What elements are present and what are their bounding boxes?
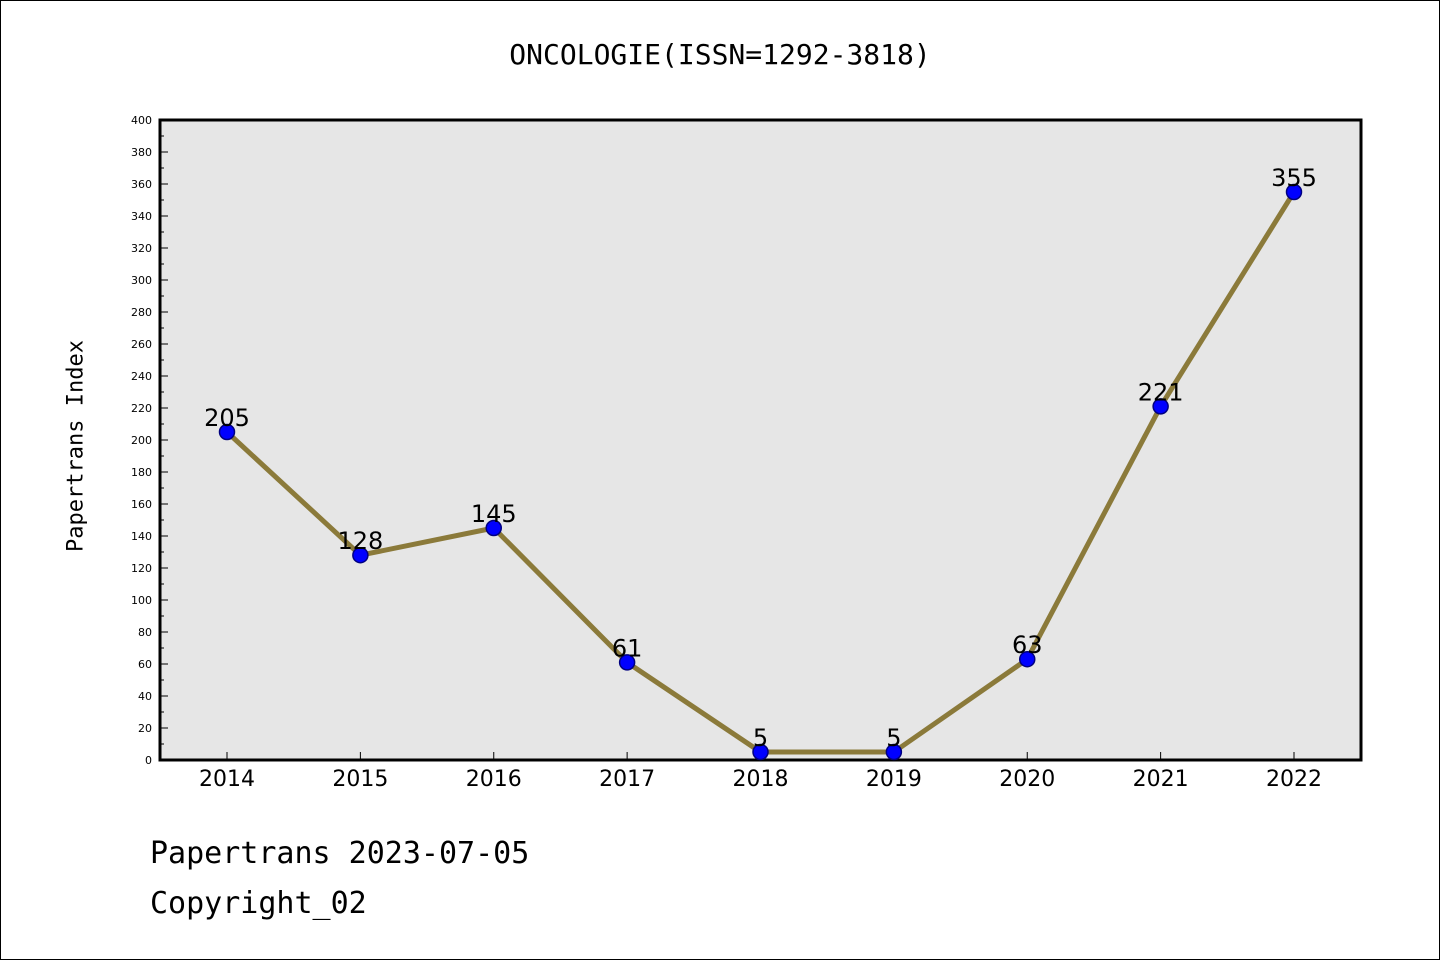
data-label: 5	[753, 724, 768, 752]
data-label: 221	[1138, 378, 1184, 406]
y-tick-label: 40	[138, 690, 152, 703]
data-label: 145	[471, 500, 517, 528]
data-point	[885, 743, 903, 761]
x-tick-label: 2018	[733, 767, 789, 792]
data-point	[1152, 398, 1169, 415]
y-tick-label: 20	[138, 722, 152, 735]
data-point	[1285, 183, 1303, 201]
data-point	[218, 423, 236, 441]
y-axis: 0 20 40 60 80 100 120 140 160 180 200 220 240 260 280 3…	[131, 114, 168, 767]
y-tick-label: 340	[131, 210, 152, 223]
data-point	[1019, 650, 1036, 668]
x-tick-label: 2016	[466, 767, 522, 792]
data-label: 128	[337, 527, 383, 555]
y-tick-label: 260	[131, 338, 152, 351]
x-tick-label: 2017	[599, 767, 655, 792]
x-tick-label: 2021	[1133, 767, 1189, 792]
y-tick-label: 220	[131, 402, 152, 415]
y-tick-label: 380	[131, 146, 152, 159]
footer-copyright: Copyright_02	[150, 886, 367, 921]
data-point	[752, 743, 769, 761]
data-label: 355	[1271, 164, 1317, 192]
y-tick-label: 180	[131, 466, 152, 479]
data-point	[618, 654, 636, 671]
x-tick-label: 2015	[332, 767, 388, 792]
data-labels: 205 128 145 61 5 5 63 221 355	[204, 164, 1317, 752]
data-label: 61	[612, 634, 643, 662]
chart-title: ONCOLOGIE(ISSN=1292-3818)	[509, 38, 931, 71]
y-tick-label: 200	[131, 434, 152, 447]
data-point	[485, 519, 502, 537]
x-tick-label: 2020	[999, 767, 1055, 792]
data-label: 63	[1012, 631, 1043, 659]
x-tick-label: 2019	[866, 767, 922, 792]
y-tick-label: 0	[145, 754, 152, 767]
y-tick-label: 300	[131, 274, 152, 287]
y-tick-label: 240	[131, 370, 152, 383]
data-label: 5	[886, 724, 901, 752]
x-tick-label: 2022	[1266, 767, 1322, 792]
x-tick-label: 2014	[199, 767, 255, 792]
y-tick-label: 120	[131, 562, 152, 575]
y-tick-label: 80	[138, 626, 152, 639]
y-tick-label: 280	[131, 306, 152, 319]
series-papertrans-index	[218, 183, 1303, 761]
y-tick-label: 140	[131, 530, 152, 543]
x-axis: 2014 2015 2016 2017 2018 2019 2020 2021 2022	[199, 752, 1322, 792]
data-point	[352, 546, 369, 564]
data-label: 205	[204, 404, 250, 432]
plot-area	[158, 118, 1363, 762]
y-tick-label: 360	[131, 178, 152, 191]
footer-date: Papertrans 2023-07-05	[150, 836, 530, 871]
y-tick-label: 100	[131, 594, 152, 607]
y-tick-label: 400	[131, 114, 152, 127]
y-tick-label: 60	[138, 658, 152, 671]
y-tick-label: 320	[131, 242, 152, 255]
y-tick-label: 160	[131, 498, 152, 511]
